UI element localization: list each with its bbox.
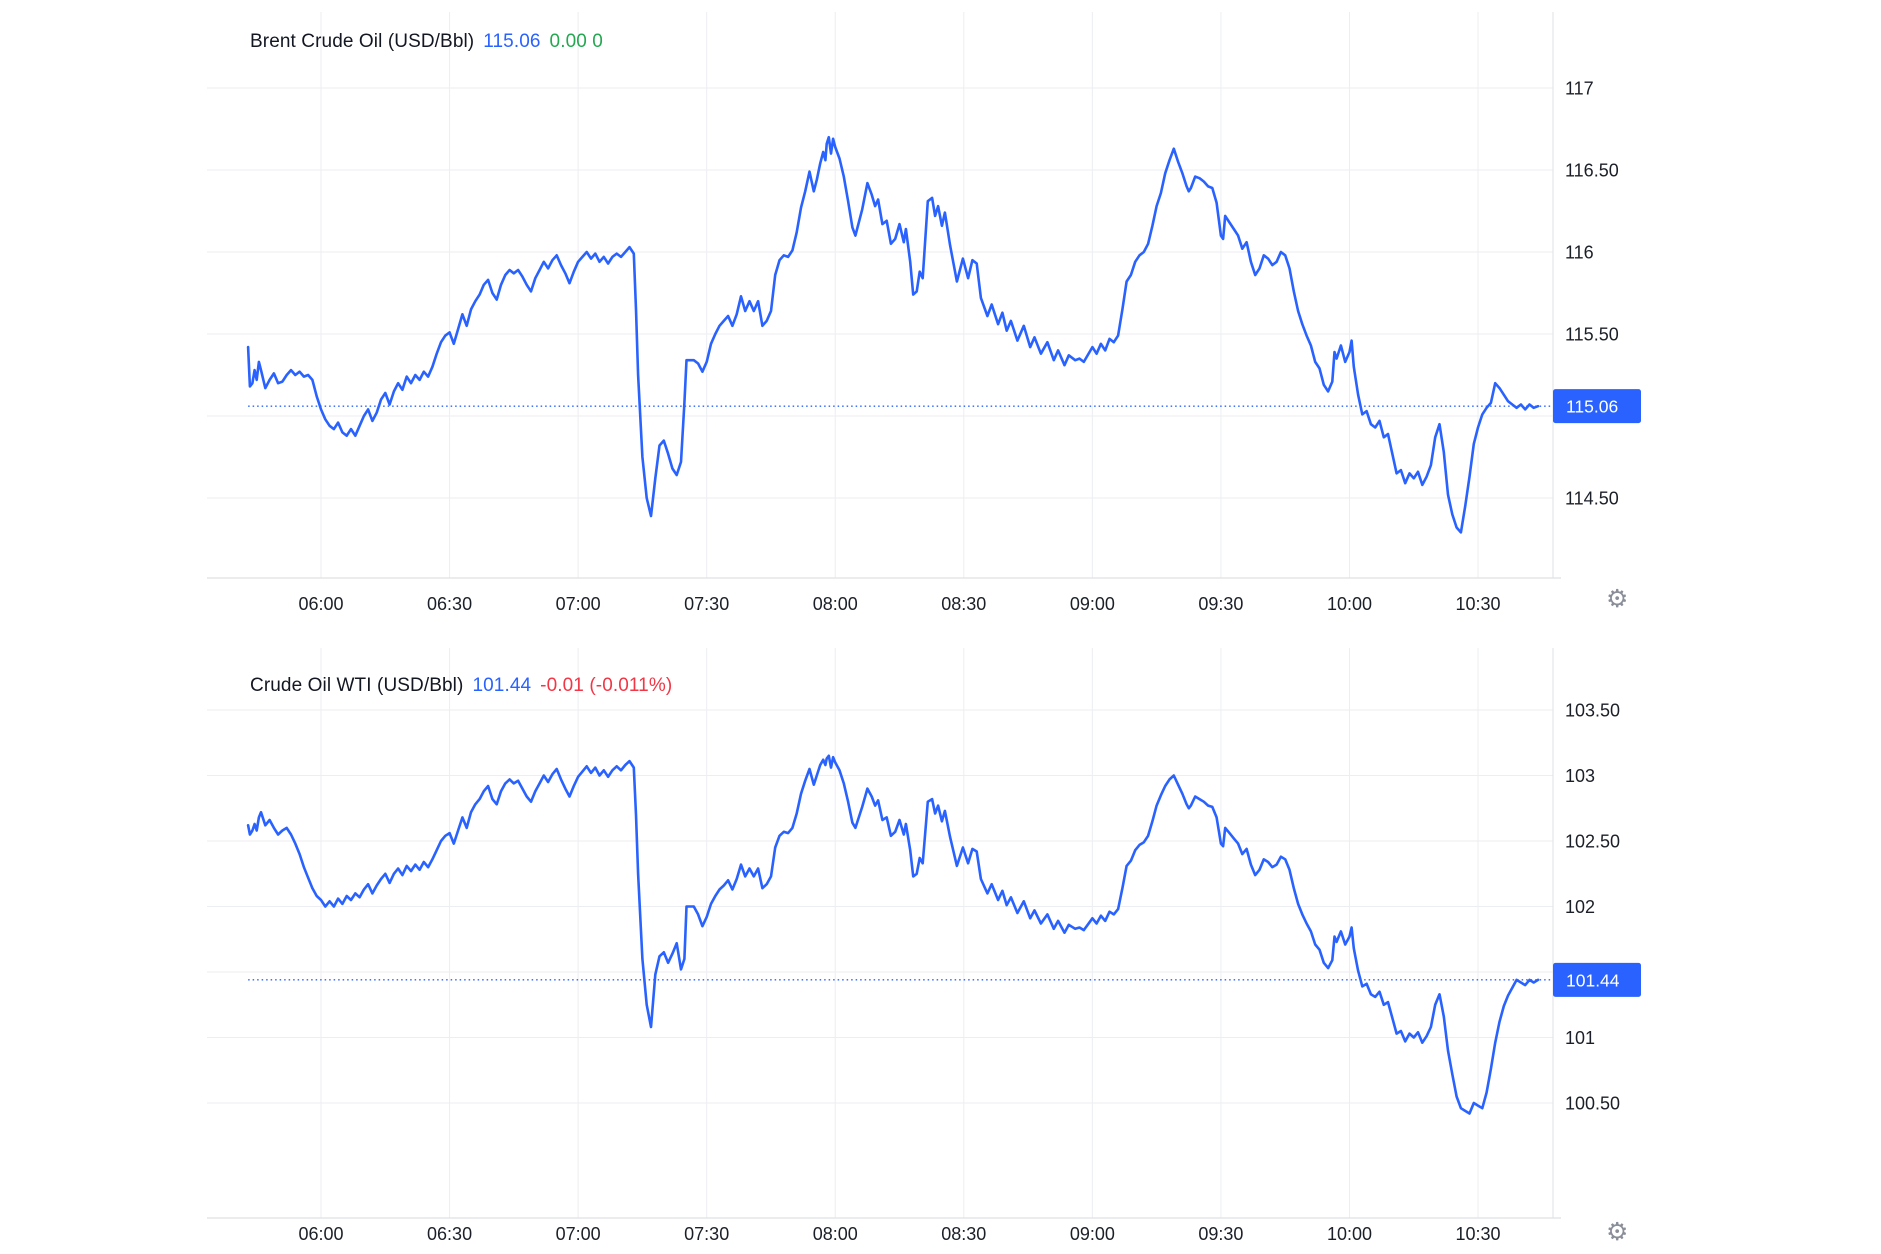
y-axis-label[interactable]: 100.50 bbox=[1565, 1094, 1620, 1114]
x-axis-label[interactable]: 06:30 bbox=[427, 1224, 472, 1244]
y-axis-label[interactable]: 103 bbox=[1565, 766, 1595, 786]
settings-gear-icon[interactable]: ⚙ bbox=[1606, 584, 1629, 613]
y-axis-label[interactable]: 117 bbox=[1565, 79, 1594, 99]
y-axis-label[interactable]: 116.50 bbox=[1565, 161, 1619, 181]
x-axis-label[interactable]: 08:00 bbox=[813, 594, 858, 614]
x-axis-label[interactable]: 08:30 bbox=[941, 594, 986, 614]
x-axis-label[interactable]: 10:30 bbox=[1456, 594, 1501, 614]
plot-area[interactable] bbox=[207, 12, 1553, 578]
x-axis-label[interactable]: 09:30 bbox=[1198, 594, 1243, 614]
y-axis-label[interactable]: 102.50 bbox=[1565, 832, 1620, 852]
price-change: 0.00 0 bbox=[549, 31, 603, 52]
x-axis-label[interactable]: 07:30 bbox=[684, 594, 729, 614]
current-price-badge bbox=[1553, 962, 1641, 997]
x-axis-label[interactable]: 07:00 bbox=[556, 594, 601, 614]
plot-area[interactable] bbox=[207, 648, 1553, 1218]
y-axis-label[interactable]: 115.50 bbox=[1565, 325, 1619, 345]
y-axis-label[interactable]: 103.50 bbox=[1565, 701, 1620, 721]
x-axis-label[interactable]: 10:00 bbox=[1327, 594, 1372, 614]
last-price: 101.44 bbox=[472, 675, 532, 696]
x-axis-label[interactable]: 07:00 bbox=[556, 1224, 601, 1244]
y-axis-label[interactable]: 101 bbox=[1565, 1028, 1595, 1048]
y-axis-label[interactable]: 114.50 bbox=[1565, 489, 1619, 509]
y-axis-label[interactable]: 116 bbox=[1565, 243, 1594, 263]
current-price-badge-value: 115.06 bbox=[1566, 397, 1618, 417]
settings-gear-icon[interactable]: ⚙ bbox=[1606, 1217, 1629, 1246]
x-axis-label[interactable]: 09:00 bbox=[1070, 594, 1115, 614]
x-axis-label[interactable]: 06:00 bbox=[298, 594, 343, 614]
instrument-name: Crude Oil WTI (USD/Bbl) bbox=[250, 675, 464, 696]
x-axis-label[interactable]: 06:00 bbox=[298, 1224, 343, 1244]
current-price-badge bbox=[1553, 389, 1641, 424]
price-line-brent bbox=[246, 135, 1540, 534]
x-axis-label[interactable]: 06:30 bbox=[427, 594, 472, 614]
x-axis-label[interactable]: 10:30 bbox=[1456, 1224, 1501, 1244]
price-change: -0.01 (-0.011%) bbox=[540, 675, 673, 696]
instrument-name: Brent Crude Oil (USD/Bbl) bbox=[250, 31, 475, 52]
price-line-wti bbox=[246, 754, 1540, 1115]
x-axis-label[interactable]: 08:00 bbox=[813, 1224, 858, 1244]
x-axis-label[interactable]: 09:00 bbox=[1070, 1224, 1115, 1244]
x-axis-label[interactable]: 10:00 bbox=[1327, 1224, 1372, 1244]
brent-chart-title: Brent Crude Oil (USD/Bbl) 115.06 0.00 0 bbox=[250, 31, 603, 53]
wti-chart-title: Crude Oil WTI (USD/Bbl) 101.44 -0.01 (-0.0… bbox=[250, 675, 672, 697]
x-axis-label[interactable]: 09:30 bbox=[1198, 1224, 1243, 1244]
chart-panel-wti: 06:00 06:30 07:00 07:30 08:00 08:30 09:00 09:30… bbox=[207, 648, 1641, 1244]
last-price: 115.06 bbox=[483, 31, 541, 52]
current-price-badge-value: 101.44 bbox=[1566, 970, 1620, 990]
x-axis-label[interactable]: 08:30 bbox=[941, 1224, 986, 1244]
y-axis-label[interactable]: 102 bbox=[1565, 897, 1595, 917]
chart-panel-brent: 06:00 06:30 07:00 07:30 08:00 08:30 09:00 09:30… bbox=[207, 12, 1641, 614]
x-axis-label[interactable]: 07:30 bbox=[684, 1224, 729, 1244]
